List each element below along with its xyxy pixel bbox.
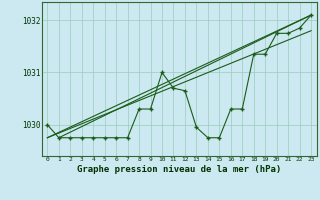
X-axis label: Graphe pression niveau de la mer (hPa): Graphe pression niveau de la mer (hPa) <box>77 165 281 174</box>
